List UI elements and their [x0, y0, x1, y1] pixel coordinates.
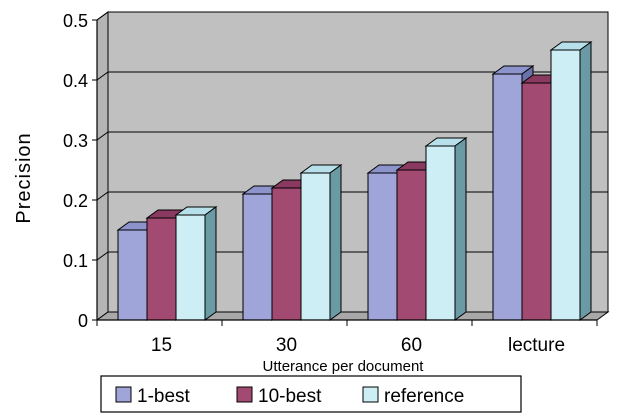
- y-tick-label: 0.3: [63, 131, 88, 151]
- bar-reference-lecture: [549, 41, 593, 321]
- x-tick-label: 60: [401, 335, 422, 356]
- y-tick-label: 0: [78, 311, 88, 331]
- gridline: [96, 131, 608, 141]
- x-tick-label: lecture: [508, 335, 565, 356]
- legend-swatch: [115, 386, 132, 403]
- legend-label: 1-best: [137, 386, 191, 407]
- legend-box: [100, 375, 522, 413]
- y-axis-title: Precision: [13, 132, 35, 223]
- x-tick-label: 30: [276, 335, 297, 356]
- bar-front: [300, 172, 331, 321]
- bar-front: [271, 187, 302, 321]
- bar-front: [492, 73, 523, 321]
- bar-front: [146, 217, 177, 321]
- bar-front: [396, 169, 427, 321]
- bar-reference-30: [299, 164, 343, 321]
- bar-reference-60: [424, 137, 468, 321]
- gridline: [96, 71, 608, 81]
- y-tick-labels: 0 0.1 0.2 0.3 0.4 0.5: [63, 11, 88, 331]
- bar-side: [579, 41, 592, 321]
- bar-side: [204, 206, 217, 321]
- bar-front: [521, 82, 552, 321]
- x-tick-label: 15: [151, 335, 172, 356]
- bars: [116, 41, 593, 321]
- bar-front: [550, 49, 581, 321]
- legend-item-1-best: 1-best: [115, 386, 191, 407]
- y-tick-label: 0.2: [63, 191, 88, 211]
- x-tick-labels: 15 30 60 lecture: [96, 20, 598, 356]
- bar-front: [242, 193, 273, 321]
- legend-item-10-best: 10-best: [236, 386, 322, 407]
- y-tick-label: 0.5: [63, 11, 88, 31]
- x-axis-title: Utterance per document: [263, 358, 425, 375]
- legend-label: reference: [384, 386, 464, 407]
- legend: 1-best 10-best reference: [100, 375, 522, 413]
- plot-left-wall: [96, 11, 109, 321]
- gridline: [96, 11, 608, 21]
- y-tick-label: 0.1: [63, 251, 88, 271]
- bar-front: [175, 214, 206, 321]
- bar-reference-15: [174, 206, 218, 321]
- legend-item-reference: reference: [362, 386, 464, 407]
- bar-front: [425, 145, 456, 321]
- legend-label: 10-best: [258, 386, 322, 407]
- bar-front: [367, 172, 398, 321]
- bar-front: [117, 229, 148, 321]
- legend-swatch: [362, 386, 379, 403]
- legend-swatch: [236, 386, 253, 403]
- y-tick-label: 0.4: [63, 71, 88, 91]
- bar-side: [454, 137, 467, 321]
- bar-side: [329, 164, 342, 321]
